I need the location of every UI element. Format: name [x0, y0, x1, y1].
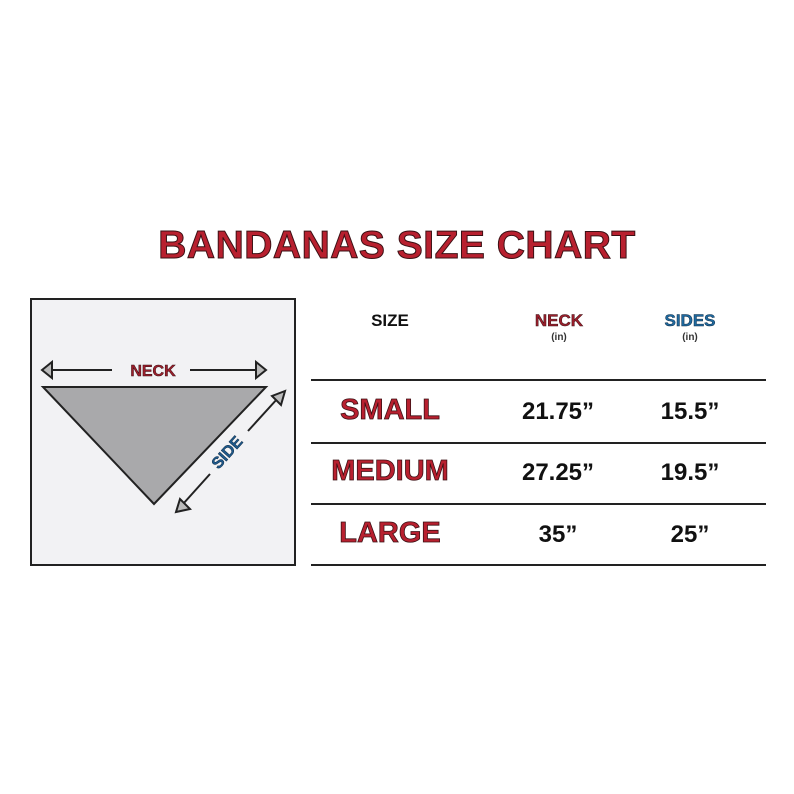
header-size: SIZE	[371, 311, 409, 330]
header-sides-unit: (in)	[682, 332, 698, 343]
size-cell: SMALL	[340, 394, 441, 427]
divider	[311, 503, 766, 505]
side-arrow	[174, 389, 287, 514]
neck-cell: 21.75”	[521, 398, 595, 425]
neck-cell: 27.25”	[521, 459, 595, 486]
divider	[311, 442, 766, 444]
bandana-triangle	[40, 386, 269, 506]
neck-label: NECK	[130, 363, 176, 380]
divider	[311, 379, 766, 381]
header-neck: NECK	[534, 311, 584, 331]
sides-cell: 19.5”	[660, 459, 720, 486]
size-cell: MEDIUM	[331, 455, 449, 488]
sides-cell: 15.5”	[660, 398, 720, 425]
size-cell: LARGE	[339, 517, 441, 550]
sides-cell: 25”	[670, 521, 710, 548]
neck-arrow	[40, 359, 268, 381]
header-sides: SIDES	[664, 311, 716, 331]
divider	[311, 564, 766, 566]
chart-title: BANDANAS SIZE CHART	[158, 224, 636, 268]
header-neck-unit: (in)	[551, 332, 567, 343]
neck-cell: 35”	[538, 521, 578, 548]
